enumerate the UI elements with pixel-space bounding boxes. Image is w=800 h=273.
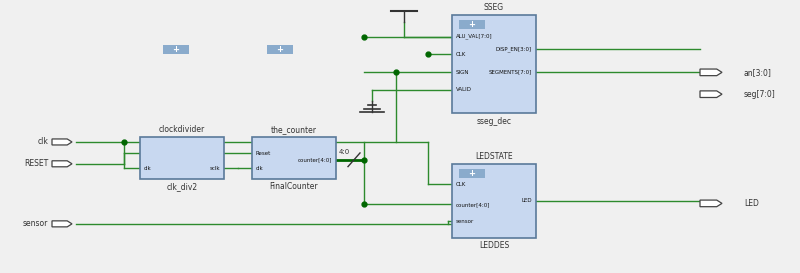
Text: counter[4:0]: counter[4:0] <box>456 202 490 207</box>
Text: counter[4:0]: counter[4:0] <box>298 157 332 162</box>
Text: DISP_EN[3:0]: DISP_EN[3:0] <box>496 47 532 52</box>
Text: an[3:0]: an[3:0] <box>744 68 772 77</box>
Text: LED: LED <box>744 199 759 208</box>
Text: clk_div2: clk_div2 <box>166 182 198 191</box>
Text: CLK: CLK <box>456 52 466 57</box>
Text: CLK: CLK <box>456 182 466 187</box>
FancyBboxPatch shape <box>252 136 336 179</box>
Text: LED: LED <box>522 198 532 203</box>
Text: the_counter: the_counter <box>271 125 317 134</box>
Text: LEDDES: LEDDES <box>479 241 509 250</box>
Polygon shape <box>52 139 72 145</box>
Text: SIGN: SIGN <box>456 70 470 75</box>
FancyBboxPatch shape <box>459 20 485 29</box>
Polygon shape <box>700 69 722 76</box>
Text: LEDSTATE: LEDSTATE <box>475 152 513 161</box>
Text: sensor: sensor <box>456 219 474 224</box>
Text: RESET: RESET <box>24 159 48 168</box>
Text: sensor: sensor <box>22 219 48 228</box>
FancyBboxPatch shape <box>163 45 189 54</box>
FancyBboxPatch shape <box>267 45 293 54</box>
Text: clk: clk <box>144 166 152 171</box>
Text: Reset: Reset <box>256 151 271 156</box>
FancyBboxPatch shape <box>452 15 536 113</box>
Text: +: + <box>469 169 475 178</box>
FancyBboxPatch shape <box>140 136 224 179</box>
Polygon shape <box>52 221 72 227</box>
Text: VALID: VALID <box>456 87 472 92</box>
Text: 4:0: 4:0 <box>338 149 350 155</box>
Text: +: + <box>469 20 475 29</box>
Text: seg[7:0]: seg[7:0] <box>744 90 776 99</box>
Text: +: + <box>173 45 179 54</box>
Text: SSEG: SSEG <box>484 3 504 12</box>
Text: sclk: sclk <box>210 166 220 171</box>
FancyBboxPatch shape <box>452 164 536 238</box>
Polygon shape <box>52 161 72 167</box>
Text: +: + <box>277 45 283 54</box>
Text: ALU_VAL[7:0]: ALU_VAL[7:0] <box>456 34 493 40</box>
Polygon shape <box>700 200 722 207</box>
Text: clk: clk <box>256 166 264 171</box>
Text: clk: clk <box>37 138 48 146</box>
Text: clockdivider: clockdivider <box>159 125 205 134</box>
Text: sseg_dec: sseg_dec <box>477 117 511 126</box>
Polygon shape <box>700 91 722 97</box>
Text: SEGMENTS[7:0]: SEGMENTS[7:0] <box>489 70 532 75</box>
Text: FinalCounter: FinalCounter <box>270 182 318 191</box>
FancyBboxPatch shape <box>459 169 485 178</box>
